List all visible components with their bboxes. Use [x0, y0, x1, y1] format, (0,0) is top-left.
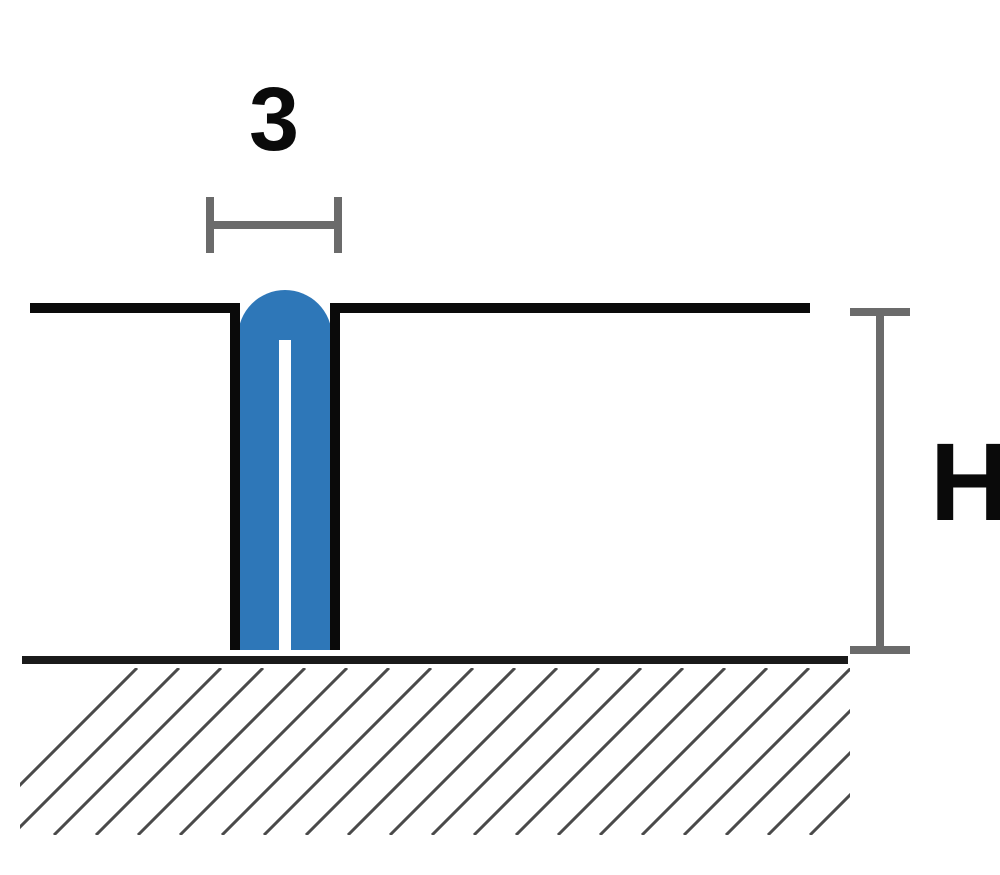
ground-hatch — [0, 668, 1000, 835]
right-profile — [335, 308, 810, 650]
width-label: 3 — [249, 70, 299, 170]
cross-section-diagram: 3H — [0, 0, 1000, 875]
insert-slot — [279, 340, 291, 650]
height-label: H — [930, 421, 1000, 544]
left-profile — [30, 308, 235, 650]
